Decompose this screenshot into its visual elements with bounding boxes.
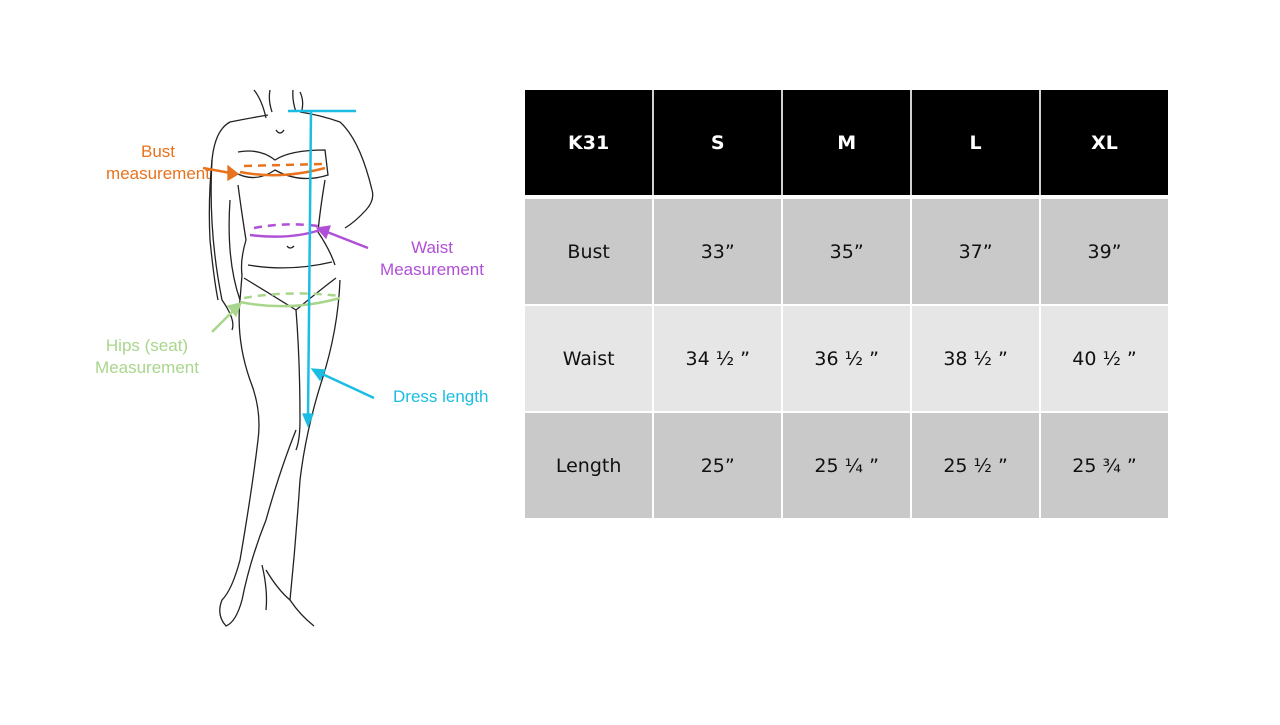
table-cell: 33”: [654, 195, 784, 304]
measurement-figure: Bust measurement Waist Measurement Hips …: [0, 0, 520, 720]
size-chart-table: K31 S M L XL Bust 33” 35” 37” 39” Waist …: [525, 90, 1168, 518]
row-label: Bust: [525, 195, 655, 304]
header-model: K31: [525, 90, 655, 195]
header-size-m: M: [783, 90, 913, 195]
table-row-bust: Bust 33” 35” 37” 39”: [525, 195, 1168, 304]
header-row: K31 S M L XL: [525, 90, 1168, 195]
waist-label-line2: Measurement: [380, 260, 484, 279]
row-label: Length: [525, 411, 655, 518]
hips-label-line1: Hips (seat): [105, 336, 189, 355]
dress-length-label: Dress length: [393, 387, 489, 406]
table-cell: 35”: [783, 195, 913, 304]
row-label: Waist: [525, 304, 655, 411]
table-cell: 39”: [1041, 195, 1168, 304]
table-cell: 38 ½ ”: [912, 304, 1042, 411]
body-illustration: [202, 89, 375, 627]
table-cell: 25”: [654, 411, 784, 518]
waist-measurement-label: Waist Measurement: [362, 237, 502, 281]
bust-measurement-label: Bust measurement: [78, 141, 238, 185]
table-row-waist: Waist 34 ½ ” 36 ½ ” 38 ½ ” 40 ½ ”: [525, 304, 1168, 411]
table-cell: 25 ¼ ”: [783, 411, 913, 518]
table-cell: 25 ½ ”: [912, 411, 1042, 518]
table-cell: 37”: [912, 195, 1042, 304]
table-cell: 40 ½ ”: [1041, 304, 1168, 411]
bust-label-line2: measurement: [106, 164, 210, 183]
table-cell: 25 ¾ ”: [1041, 411, 1168, 518]
bust-label-line1: Bust: [140, 142, 176, 161]
hips-measurement-label: Hips (seat) Measurement: [77, 335, 217, 379]
table-cell: 34 ½ ”: [654, 304, 784, 411]
table-cell: 36 ½ ”: [783, 304, 913, 411]
header-size-xl: XL: [1041, 90, 1168, 195]
header-size-l: L: [912, 90, 1042, 195]
header-size-s: S: [654, 90, 784, 195]
waist-label-line1: Waist: [411, 238, 453, 257]
table-row-length: Length 25” 25 ¼ ” 25 ½ ” 25 ¾ ”: [525, 411, 1168, 518]
hips-label-line2: Measurement: [95, 358, 199, 377]
